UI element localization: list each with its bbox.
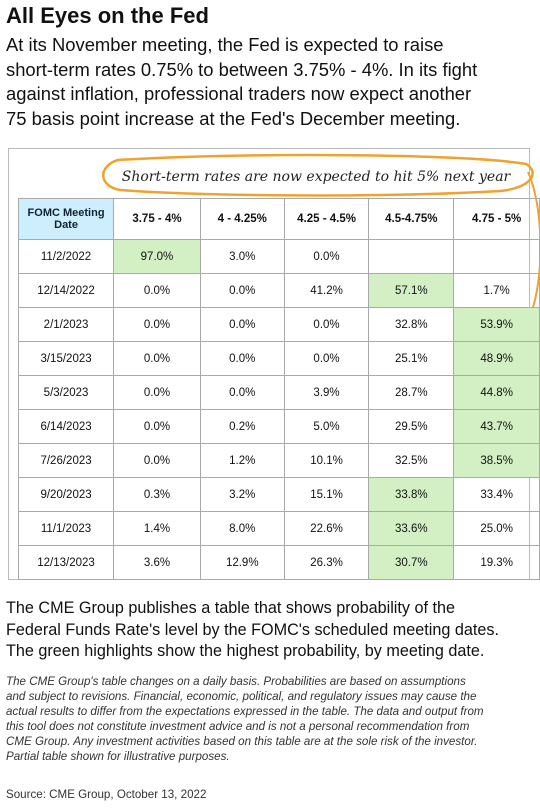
title: All Eyes on the Fed	[6, 3, 209, 28]
table-row: 12/13/2023 3.6% 12.9% 26.3% 30.7% 19.3%	[17, 545, 540, 580]
annotation-graphic: Short-term rates are now expected to hit…	[102, 153, 540, 328]
text-line: CME Group. Any investment activities bas…	[6, 735, 478, 748]
probability-cell: 10.1%	[283, 443, 370, 478]
probability-cell	[368, 239, 455, 274]
probability-cell: 0.0%	[199, 341, 285, 376]
probability-cell: 44.8%	[453, 375, 540, 410]
text-line: At its November meeting, the Fed is expe…	[6, 34, 444, 55]
probability-cell	[453, 239, 540, 274]
probability-cell: 48.9%	[453, 341, 540, 376]
probability-cell: 32.5%	[368, 443, 455, 478]
column-header: 4.5-4.75%	[368, 198, 455, 240]
text-line: short-term rates 0.75% to between 3.75% …	[6, 58, 478, 80]
table-row: 5/3/2023 0.0% 0.0% 3.9% 28.7% 44.8%	[17, 375, 540, 410]
probability-cell: 28.7%	[368, 375, 455, 410]
probability-cell: 3.9%	[283, 375, 370, 410]
intro: At its November meeting, the Fed is expe…	[6, 33, 477, 131]
probability-cell: 19.3%	[453, 545, 540, 580]
probability-cell: 30.7%	[368, 545, 455, 580]
text-line: The CME Group's table changes on a daily…	[6, 675, 466, 688]
disclaimer: The CME Group's table changes on a daily…	[6, 674, 484, 764]
text-line: 75 basis point increase at the Fed's Dec…	[6, 107, 461, 129]
probability-cell: 57.1%	[368, 273, 455, 308]
meeting-date: 5/3/2023	[17, 375, 115, 410]
probability-cell: 0.0%	[199, 273, 285, 308]
probability-cell: 26.3%	[283, 545, 370, 580]
table-row: 12/14/2022 0.0% 0.0% 41.2% 57.1% 1.7%	[17, 273, 540, 308]
probability-cell: 29.5%	[368, 409, 455, 444]
probability-cell: 0.0%	[199, 307, 285, 342]
probability-cell: 38.5%	[453, 443, 540, 478]
probability-cell: 3.0%	[199, 239, 285, 274]
probability-cell: 0.0%	[113, 443, 201, 478]
text-line: against inflation, professional traders …	[6, 83, 472, 104]
annotation-oval	[102, 153, 534, 197]
text-line: actual results to differ from the expect…	[6, 705, 484, 718]
probability-cell: 0.0%	[113, 409, 201, 444]
probability-cell: 25.0%	[453, 511, 540, 546]
text-line: The CME Group publishes a table that sho…	[6, 599, 455, 617]
text-line: this tool does not constitute investment…	[6, 720, 470, 733]
table-row: 2/1/2023 0.0% 0.0% 0.0% 32.8% 53.9%	[17, 307, 540, 342]
probability-cell: 0.2%	[199, 409, 285, 444]
probability-cell: 43.7%	[453, 409, 540, 444]
probability-cell: 0.0%	[283, 239, 370, 274]
probability-cell: 41.2%	[283, 273, 370, 308]
probability-cell: 22.6%	[283, 511, 370, 546]
probability-cell: 3.2%	[199, 477, 285, 512]
probability-cell: 0.0%	[199, 375, 285, 410]
table-row: 7/26/2023 0.0% 1.2% 10.1% 32.5% 38.5%	[17, 443, 540, 478]
column-header: 4.75 - 5%	[453, 198, 540, 240]
probability-cell: 0.0%	[283, 341, 370, 376]
probability-cell: 0.0%	[283, 307, 370, 342]
table-row: 3/15/2023 0.0% 0.0% 0.0% 25.1% 48.9%	[17, 341, 540, 376]
meeting-date: 6/14/2023	[17, 409, 115, 444]
annotation-text: Short-term rates are now expected to hit…	[122, 169, 512, 185]
probability-cell: 0.0%	[113, 341, 201, 376]
probability-cell: 1.4%	[113, 511, 201, 546]
meeting-date: 2/1/2023	[17, 307, 115, 342]
probability-cell: 0.0%	[113, 375, 201, 410]
probability-cell: 5.0%	[283, 409, 370, 444]
text-line: Partial table shown for illustrative pur…	[6, 750, 230, 763]
text-line: The green highlights show the highest pr…	[6, 642, 485, 660]
probability-cell: 1.2%	[199, 443, 285, 478]
column-header: 4.25 - 4.5%	[283, 198, 370, 240]
explanation: The CME Group publishes a table that sho…	[6, 598, 499, 663]
probability-cell: 0.0%	[113, 273, 201, 308]
probability-cell: 25.1%	[368, 341, 455, 376]
meeting-date: 11/2/2022	[17, 239, 115, 274]
probability-cell: 33.6%	[368, 511, 455, 546]
meeting-date: 7/26/2023	[17, 443, 115, 478]
probability-cell: 33.4%	[453, 477, 540, 512]
table-row: 9/20/2023 0.3% 3.2% 15.1% 33.8% 33.4%	[17, 477, 540, 512]
probability-cell: 33.8%	[368, 477, 455, 512]
probability-cell: 3.6%	[113, 545, 201, 580]
probability-cell: 0.3%	[113, 477, 201, 512]
probability-cell: 97.0%	[113, 239, 201, 274]
column-header: FOMC Meeting Date	[17, 198, 115, 240]
table-row: 11/2/2022 97.0% 3.0% 0.0%	[17, 239, 540, 274]
source: Source: CME Group, October 13, 2022	[6, 788, 207, 801]
table-row: 11/1/2023 1.4% 8.0% 22.6% 33.6% 25.0%	[17, 511, 540, 546]
column-header: 4 - 4.25%	[199, 198, 285, 240]
column-header: 3.75 - 4%	[113, 198, 201, 240]
table-row: 6/14/2023 0.0% 0.2% 5.0% 29.5% 43.7%	[17, 409, 540, 444]
meeting-date: 9/20/2023	[17, 477, 115, 512]
probability-cell: 8.0%	[199, 511, 285, 546]
text-line: Federal Funds Rate's level by the FOMC's…	[6, 620, 499, 639]
meeting-date: 11/1/2023	[17, 511, 115, 546]
probability-cell: 32.8%	[368, 307, 455, 342]
probability-cell: 1.7%	[453, 273, 540, 308]
probability-cell: 15.1%	[283, 477, 370, 512]
meeting-date: 12/13/2023	[17, 545, 115, 580]
probability-cell: 0.0%	[113, 307, 201, 342]
probability-cell: 53.9%	[453, 307, 540, 342]
probability-table: FOMC Meeting Date 3.75 - 4% 4 - 4.25% 4.25 …	[17, 198, 540, 580]
meeting-date: 12/14/2022	[17, 273, 115, 308]
probability-cell: 12.9%	[199, 545, 285, 580]
text-line: and subject to revisions. Financial, eco…	[6, 690, 477, 703]
meeting-date: 3/15/2023	[17, 341, 115, 376]
